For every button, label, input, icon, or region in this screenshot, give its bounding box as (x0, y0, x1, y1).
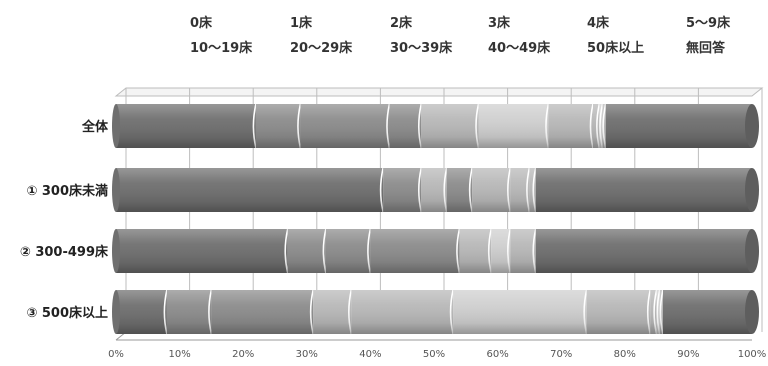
bars (112, 103, 759, 335)
legend-entry: 50床以上 (587, 40, 644, 56)
category-label: ② 300-499床 (20, 244, 109, 260)
bar-right-cap (745, 290, 759, 334)
legend: 0床 1床 2床 3床 4床 5～9床 10～19床 20～29床 30～39床 40～49床 50… (190, 15, 731, 56)
category-label: ① 300床未満 (26, 183, 108, 199)
bar-row (112, 228, 759, 274)
bar-right-cap (745, 168, 759, 212)
bar-left-cap (112, 290, 120, 334)
x-tick-label: 40% (359, 349, 381, 360)
legend-entry: 1床 (290, 15, 313, 31)
bar-shading (116, 290, 752, 334)
bar-right-cap (745, 104, 759, 148)
x-tick-label: 70% (550, 349, 572, 360)
legend-entry: 3床 (488, 15, 511, 31)
legend-entry: 無回答 (686, 40, 726, 56)
bar-row (112, 289, 759, 335)
legend-entry: 4床 (587, 15, 610, 31)
legend-entry: 10～19床 (190, 40, 253, 56)
frame-top (114, 87, 764, 97)
bar-left-cap (112, 104, 120, 148)
legend-entry: 0床 (190, 15, 213, 31)
legend-entry: 30～39床 (390, 40, 453, 56)
x-tick-label: 50% (423, 349, 445, 360)
legend-entry: 20～29床 (290, 40, 353, 56)
bar-row (112, 103, 759, 149)
x-tick-label: 20% (232, 349, 254, 360)
bar-left-cap (112, 229, 120, 273)
bar-shading (116, 104, 752, 148)
x-tick-label: 10% (168, 349, 190, 360)
x-tick-label: 0% (108, 349, 124, 360)
x-axis-ticks: 0% 10% 20% 30% 40% 50% 60% 70% 80% 90% 100% (108, 349, 766, 360)
bar-shading (116, 229, 752, 273)
legend-entry: 5～9床 (686, 15, 731, 31)
legend-entry: 2床 (390, 15, 413, 31)
x-tick-label: 60% (486, 349, 508, 360)
x-tick-label: 30% (296, 349, 318, 360)
legend-entry: 40～49床 (488, 40, 551, 56)
category-labels: 全体 ① 300床未満 ② 300-499床 ③ 500床以上 (20, 119, 109, 321)
x-tick-label: 90% (677, 349, 699, 360)
bar-shading (116, 168, 752, 212)
bar-row (112, 167, 759, 213)
category-label: 全体 (81, 119, 109, 135)
x-tick-label: 80% (614, 349, 636, 360)
bar-left-cap (112, 168, 120, 212)
x-tick-label: 100% (738, 349, 767, 360)
category-label: ③ 500床以上 (26, 305, 108, 321)
bar-right-cap (745, 229, 759, 273)
